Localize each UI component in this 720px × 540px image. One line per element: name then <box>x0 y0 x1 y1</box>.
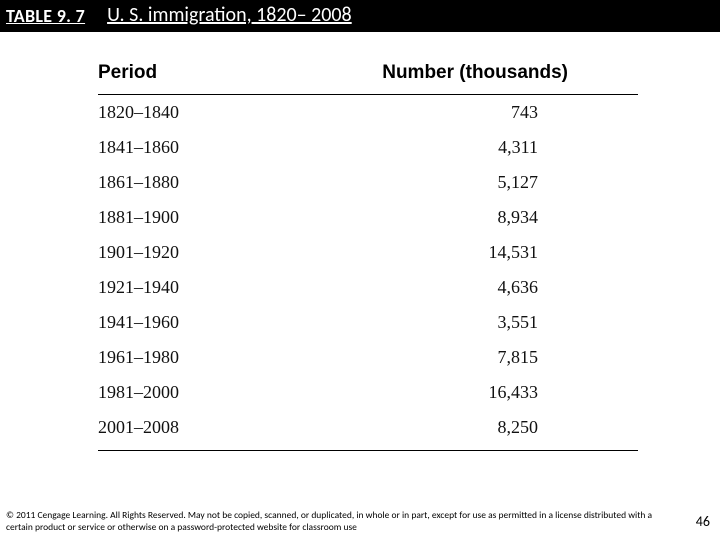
cell-period: 1820–1840 <box>98 95 228 131</box>
table-header-row: Period Number (thousands) <box>98 62 638 95</box>
cell-number: 743 <box>228 95 638 131</box>
cell-number: 4,311 <box>228 130 638 165</box>
cell-period: 1861–1880 <box>98 165 228 200</box>
table-row: 1841–1860 4,311 <box>98 130 638 165</box>
table-row: 1961–1980 7,815 <box>98 340 638 375</box>
copyright-footer: © 2011 Cengage Learning. All Rights Rese… <box>6 510 680 534</box>
table-row: 1820–1840 743 <box>98 95 638 131</box>
cell-number: 3,551 <box>228 305 638 340</box>
cell-number: 16,433 <box>228 375 638 410</box>
data-table-container: Period Number (thousands) 1820–1840 743 … <box>98 62 638 451</box>
page-title: U. S. immigration, 1820– 2008 <box>95 0 352 32</box>
cell-period: 1981–2000 <box>98 375 228 410</box>
cell-period: 1901–1920 <box>98 235 228 270</box>
cell-period: 1941–1960 <box>98 305 228 340</box>
table-row: 2001–2008 8,250 <box>98 410 638 451</box>
cell-number: 4,636 <box>228 270 638 305</box>
table-row: 1921–1940 4,636 <box>98 270 638 305</box>
cell-number: 14,531 <box>228 235 638 270</box>
title-bar: TABLE 9. 7 U. S. immigration, 1820– 2008 <box>0 0 720 32</box>
immigration-table: Period Number (thousands) 1820–1840 743 … <box>98 62 638 451</box>
cell-number: 8,250 <box>228 410 638 451</box>
table-row: 1881–1900 8,934 <box>98 200 638 235</box>
cell-period: 1961–1980 <box>98 340 228 375</box>
table-row: 1981–2000 16,433 <box>98 375 638 410</box>
table-row: 1901–1920 14,531 <box>98 235 638 270</box>
cell-period: 1881–1900 <box>98 200 228 235</box>
cell-period: 1841–1860 <box>98 130 228 165</box>
cell-number: 8,934 <box>228 200 638 235</box>
cell-period: 1921–1940 <box>98 270 228 305</box>
table-row: 1861–1880 5,127 <box>98 165 638 200</box>
column-header-period: Period <box>98 62 228 95</box>
cell-period: 2001–2008 <box>98 410 228 451</box>
cell-number: 7,815 <box>228 340 638 375</box>
cell-number: 5,127 <box>228 165 638 200</box>
column-header-number: Number (thousands) <box>228 62 638 95</box>
page-number: 46 <box>696 513 710 530</box>
table-row: 1941–1960 3,551 <box>98 305 638 340</box>
table-badge: TABLE 9. 7 <box>0 0 95 32</box>
